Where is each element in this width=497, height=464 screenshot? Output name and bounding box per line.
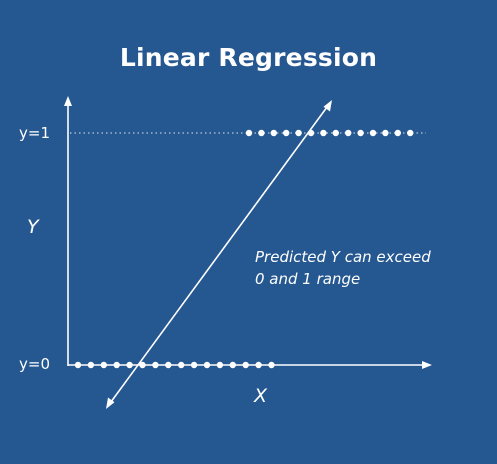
data-point-y0 <box>203 361 211 369</box>
data-point-y1 <box>245 129 253 137</box>
y-axis-arrowhead <box>64 96 72 106</box>
data-point-y1 <box>345 129 352 137</box>
x-axis-arrowhead <box>422 361 432 369</box>
data-point-y1 <box>332 129 339 137</box>
data-points-y0 <box>74 361 275 369</box>
regression-line <box>107 102 331 407</box>
annotation-line-1: Predicted Y can exceed <box>255 248 431 266</box>
data-point-y1 <box>357 129 364 137</box>
data-point-y0 <box>229 361 236 369</box>
data-point-y0 <box>74 361 82 369</box>
data-point-y1 <box>407 129 414 137</box>
data-point-y1 <box>283 129 290 137</box>
data-point-y1 <box>382 129 389 137</box>
y1-tick-label: y=1 <box>19 124 50 142</box>
y0-tick-label: y=0 <box>19 355 50 373</box>
data-point-y0 <box>190 361 198 369</box>
data-point-y1 <box>369 129 377 137</box>
data-point-y0 <box>268 361 275 369</box>
data-point-y0 <box>255 361 262 369</box>
data-points-y1 <box>245 129 414 137</box>
data-point-y0 <box>113 361 120 369</box>
data-point-y0 <box>242 361 249 369</box>
data-point-y1 <box>258 129 265 137</box>
data-point-y1 <box>394 129 401 137</box>
data-point-y0 <box>87 361 95 369</box>
data-point-y0 <box>139 361 146 369</box>
y-axis-label: Y <box>27 216 39 238</box>
data-point-y0 <box>165 361 172 369</box>
data-point-y0 <box>126 361 133 369</box>
data-point-y0 <box>216 361 224 369</box>
x-axis-label: X <box>254 385 268 407</box>
regression-line-arrowhead-bottom <box>106 397 115 409</box>
data-point-y0 <box>178 361 185 369</box>
data-point-y1 <box>295 129 302 137</box>
data-point-y1 <box>307 129 315 137</box>
slide-title: Linear Regression <box>119 43 378 72</box>
data-point-y0 <box>152 361 159 369</box>
annotation-note: Predicted Y can exceed 0 and 1 range <box>255 246 475 290</box>
regression-line-arrowhead-top <box>323 100 332 112</box>
data-point-y1 <box>320 129 327 137</box>
annotation-line-2: 0 and 1 range <box>255 270 361 288</box>
data-point-y1 <box>270 129 277 137</box>
data-point-y0 <box>100 361 108 369</box>
